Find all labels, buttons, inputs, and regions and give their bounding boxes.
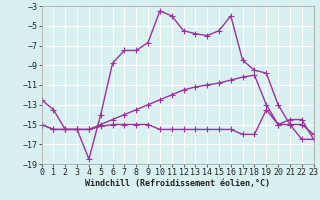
X-axis label: Windchill (Refroidissement éolien,°C): Windchill (Refroidissement éolien,°C): [85, 179, 270, 188]
